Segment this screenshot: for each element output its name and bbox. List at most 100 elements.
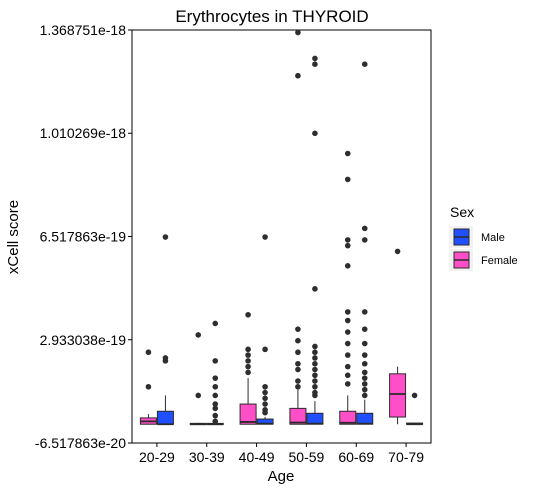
outlier-point [245,352,251,358]
box-male-70-79 [406,392,424,426]
outlier-point [262,234,268,240]
outlier-point [344,237,351,243]
x-tick-label: 40-49 [239,449,275,465]
outlier-point [312,349,318,356]
outlier-point [312,372,318,379]
outlier-point [245,363,251,370]
outlier-point [295,383,301,390]
legend: Sex Male Female [449,204,518,271]
box-male-40-49 [256,234,274,425]
outlier-point [295,378,301,384]
outlier-point [295,72,301,79]
box [356,412,374,425]
box-female-70-79 [389,248,407,425]
y-tick-label: 1.368751e-18 [40,22,127,38]
plot-marks [139,29,424,426]
box [389,373,407,418]
outlier-point [295,337,301,344]
outlier-point [212,418,219,425]
outlier-point [344,372,351,379]
y-axis-label: xCell score [5,200,22,274]
outlier-point [212,358,219,364]
box-female-40-49 [239,311,257,425]
outlier-point [312,343,318,350]
outlier-point [312,286,318,292]
outlier-point [361,386,368,393]
outlier-point [394,248,401,255]
outlier-point [411,392,418,399]
y-tick-label: 6.517863e-19 [40,228,127,244]
outlier-point [212,412,219,419]
outlier-point [344,309,351,315]
box-female-60-69 [339,150,357,425]
outlier-point [195,392,202,399]
box [339,410,357,425]
outlier-point [212,405,219,412]
box [239,403,257,425]
outlier-point [312,61,318,68]
x-axis: 20-29 30-39 40-49 50-59 60-69 70-79 [139,443,424,465]
outlier-point [212,392,219,399]
outlier-point [212,375,219,381]
outlier-point [212,320,219,327]
outlier-point [295,366,301,373]
outlier-point [312,383,318,390]
outlier-point [361,309,368,315]
outlier-point [344,381,351,387]
outlier-point [361,381,368,387]
outlier-point [145,349,152,356]
outlier-point [361,225,368,232]
legend-item-male: Male [449,226,505,248]
box-female-30-39 [189,332,207,426]
box-male-50-59 [306,55,324,425]
outlier-point [312,360,318,367]
box-female-20-29 [139,349,157,425]
outlier-point [344,263,351,269]
outlier-point [344,242,351,249]
outlier-point [344,329,351,335]
outlier-point [262,346,268,353]
outlier-point [361,340,368,347]
outlier-point [361,61,368,68]
outlier-point [312,130,318,137]
box [289,407,307,425]
x-tick-label: 30-39 [189,449,225,465]
x-tick-label: 70-79 [388,449,424,465]
outlier-point [245,358,251,364]
outlier-point [312,355,318,361]
outlier-point [245,346,251,353]
outlier-point [361,369,368,376]
outlier-point [312,378,318,384]
x-tick-label: 20-29 [139,449,175,465]
outlier-point [361,326,368,332]
outlier-point [262,407,268,413]
outlier-point [262,389,268,396]
outlier-point [312,389,318,396]
outlier-point [145,383,152,390]
outlier-point [312,366,318,373]
outlier-point [245,369,251,376]
legend-label: Male [481,232,505,244]
outlier-point [295,360,301,367]
box-male-20-29 [156,234,174,426]
x-axis-label: Age [268,468,295,485]
outlier-point [262,401,268,407]
outlier-point [295,29,301,36]
legend-label: Female [481,255,518,267]
outlier-point [162,234,169,240]
outlier-point [361,352,368,358]
box-female-50-59 [289,29,307,425]
y-tick-label: -6.517863e-20 [35,435,126,451]
y-tick-label: 1.010269e-18 [40,125,127,141]
outlier-point [344,340,351,347]
outlier-point [295,326,301,332]
outlier-point [162,355,169,361]
x-tick-label: 50-59 [289,449,325,465]
outlier-point [361,237,368,243]
legend-item-female: Female [449,249,518,271]
outlier-point [344,317,351,324]
outlier-point [212,401,219,407]
y-tick-label: 2.933038e-19 [40,332,127,348]
legend-title: Sex [450,204,474,220]
